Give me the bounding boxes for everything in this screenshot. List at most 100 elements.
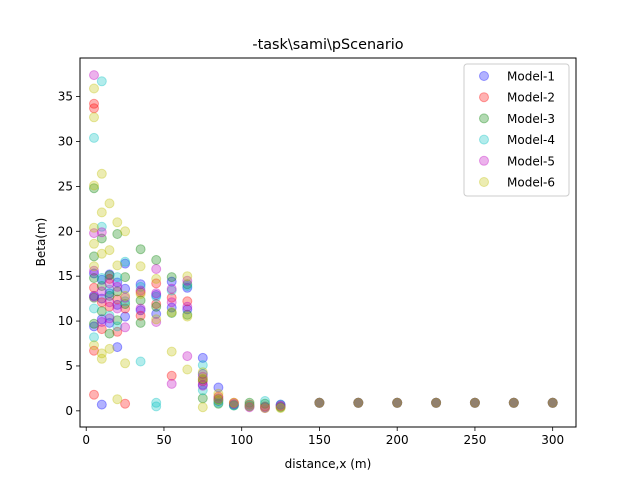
data-point-model-3 xyxy=(96,281,107,291)
data-point-model-5 xyxy=(469,397,480,408)
data-point-model-3 xyxy=(166,308,177,318)
data-point-model-6 xyxy=(213,388,224,399)
data-point-model-4 xyxy=(244,400,255,411)
data-point-model-1 xyxy=(182,304,193,315)
data-point-model-3 xyxy=(112,229,123,239)
data-point-model-6 xyxy=(120,226,131,237)
data-point-model-3 xyxy=(260,398,270,409)
data-point-model-1 xyxy=(314,397,325,408)
data-point-model-5 xyxy=(547,397,558,408)
data-point-model-4 xyxy=(120,296,131,307)
data-point-model-3 xyxy=(431,397,442,408)
data-point-model-4 xyxy=(213,397,224,408)
data-point-model-3 xyxy=(89,251,99,262)
data-point-model-6 xyxy=(182,271,193,282)
data-point-model-5 xyxy=(213,393,224,404)
data-point-model-4 xyxy=(96,76,107,87)
data-point-model-2 xyxy=(228,397,239,408)
data-point-model-6 xyxy=(89,83,99,94)
data-point-model-4 xyxy=(96,273,107,283)
data-point-model-3 xyxy=(508,397,519,408)
data-point-model-5 xyxy=(135,303,146,314)
data-point-model-6 xyxy=(89,238,99,249)
data-point-model-6 xyxy=(197,402,208,413)
data-point-model-6 xyxy=(89,261,99,272)
data-point-model-2 xyxy=(89,282,99,293)
data-point-model-5 xyxy=(96,286,107,297)
data-point-model-3 xyxy=(135,317,146,328)
y-tick-label: 35 xyxy=(58,90,73,104)
data-point-model-5 xyxy=(96,227,107,238)
data-point-model-3 xyxy=(314,397,325,408)
data-point-model-5 xyxy=(112,303,123,314)
data-point-model-2 xyxy=(89,345,99,356)
data-point-model-6 xyxy=(547,397,558,408)
data-point-model-5 xyxy=(260,403,270,414)
data-point-model-2 xyxy=(151,278,162,289)
data-point-model-6 xyxy=(151,273,162,284)
data-point-model-4 xyxy=(151,401,162,412)
legend-marker-model-5 xyxy=(479,155,489,166)
data-point-model-2 xyxy=(151,299,162,309)
legend-label-model-4: Model-4 xyxy=(507,133,555,147)
data-point-model-1 xyxy=(166,276,177,287)
data-point-model-1 xyxy=(260,402,270,413)
data-point-model-5 xyxy=(182,351,193,362)
data-point-model-3 xyxy=(96,233,107,244)
data-point-model-5 xyxy=(135,285,146,296)
data-point-model-6 xyxy=(89,112,99,123)
data-point-model-3 xyxy=(392,397,403,408)
data-point-model-4 xyxy=(508,397,519,408)
legend-marker-model-4 xyxy=(479,134,489,145)
data-point-model-3 xyxy=(96,306,107,317)
y-tick-label: 15 xyxy=(58,269,73,283)
data-point-model-2 xyxy=(104,301,115,312)
legend-label-model-3: Model-3 xyxy=(507,112,555,126)
legend: Model-1 Model-2 Model-3 Model-4 Model-5 Model… xyxy=(463,63,570,197)
data-point-model-3 xyxy=(182,279,193,290)
data-point-model-3 xyxy=(213,398,224,409)
data-point-model-5 xyxy=(166,283,177,294)
data-point-model-5 xyxy=(392,397,403,408)
legend-marker-model-3 xyxy=(479,113,489,124)
data-point-model-2 xyxy=(120,303,131,314)
data-point-model-5 xyxy=(120,322,131,333)
data-point-model-2 xyxy=(508,397,519,408)
data-point-model-4 xyxy=(166,285,177,296)
data-point-model-3 xyxy=(89,318,99,329)
data-point-model-3 xyxy=(182,309,193,320)
data-point-model-6 xyxy=(275,403,286,414)
data-point-model-3 xyxy=(135,295,146,306)
data-point-model-6 xyxy=(166,346,177,357)
data-point-model-3 xyxy=(89,183,99,194)
data-point-model-6 xyxy=(213,395,224,406)
data-point-model-1 xyxy=(197,369,208,379)
data-point-model-6 xyxy=(508,397,519,408)
data-point-model-6 xyxy=(89,222,99,233)
data-point-model-3 xyxy=(228,400,239,411)
data-point-model-4 xyxy=(89,132,99,143)
data-point-model-5 xyxy=(151,317,162,327)
data-point-model-2 xyxy=(431,397,442,408)
x-tick-label: 250 xyxy=(463,433,486,447)
data-point-model-4 xyxy=(275,399,286,410)
data-point-model-1 xyxy=(112,342,123,353)
data-point-model-2 xyxy=(197,376,208,387)
data-point-model-2 xyxy=(89,98,99,109)
data-point-model-1 xyxy=(89,321,99,332)
data-point-model-1 xyxy=(469,397,480,408)
x-tick-label: 300 xyxy=(541,433,564,447)
data-point-model-3 xyxy=(120,272,131,283)
data-point-model-1 xyxy=(96,293,107,304)
x-tick-label: 200 xyxy=(386,433,409,447)
data-point-model-1 xyxy=(135,279,146,290)
data-point-model-5 xyxy=(89,228,99,239)
data-point-model-1 xyxy=(135,305,146,316)
data-point-model-5 xyxy=(431,397,442,408)
data-point-model-6 xyxy=(244,401,255,412)
data-point-model-4 xyxy=(353,397,364,408)
data-point-model-3 xyxy=(213,394,224,405)
data-point-model-2 xyxy=(260,401,270,412)
x-tick-label: 50 xyxy=(156,433,171,447)
